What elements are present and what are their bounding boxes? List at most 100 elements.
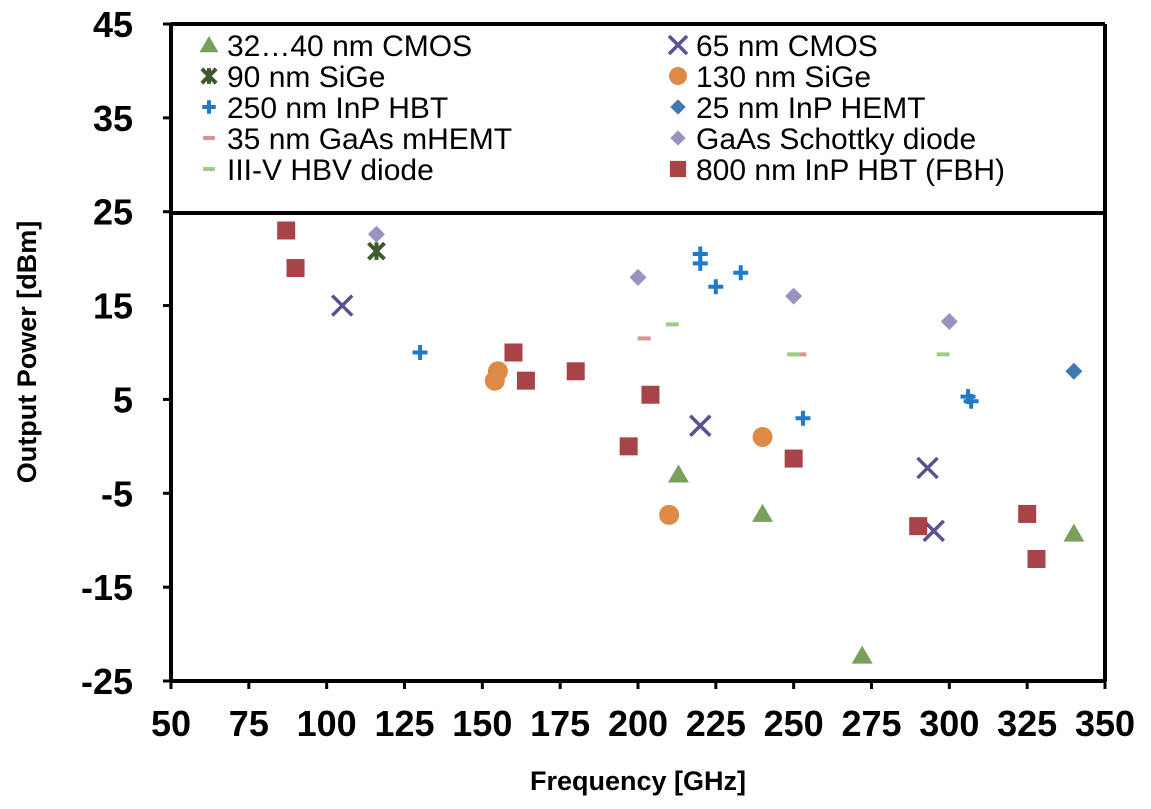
data-point (487, 361, 508, 382)
series-square (277, 221, 1046, 568)
data-point (795, 410, 811, 426)
data-point (784, 449, 803, 468)
data-point (940, 313, 958, 331)
data-point (689, 414, 712, 437)
y-tick-label: 5 (113, 379, 133, 420)
data-point (708, 279, 724, 295)
data-point (936, 352, 950, 357)
data-point (1018, 504, 1037, 523)
series-diamond (367, 225, 958, 331)
legend-label: III-V HBV diode (227, 154, 434, 187)
legend-entry: 25 nm InP HEMT (670, 92, 926, 125)
y-axis-title: Output Power [dBm] (12, 221, 42, 483)
x-tick-label: 150 (452, 703, 512, 744)
legend-marker (670, 130, 686, 146)
data-markers (277, 221, 1085, 664)
legend-entry: 800 nm InP HBT (FBH) (669, 154, 1005, 187)
x-axis-title: Frequency [GHz] (530, 766, 746, 796)
data-point (1027, 549, 1046, 568)
legend-label: 90 nm SiGe (227, 61, 385, 94)
legend-entry: 35 nm GaAs mHEMT (203, 123, 512, 156)
data-point (330, 294, 354, 317)
legend-label: 800 nm InP HBT (FBH) (696, 154, 1005, 187)
legend-label: 250 nm InP HBT (227, 92, 448, 125)
legend-marker (200, 67, 218, 85)
x-tick-label: 50 (151, 703, 191, 744)
y-tick-label: 45 (93, 4, 133, 45)
data-point (692, 255, 708, 271)
legend-label: 130 nm SiGe (696, 61, 871, 94)
legend-entry: 250 nm InP HBT (202, 92, 448, 125)
data-point (516, 371, 535, 390)
y-tick-label: -15 (81, 567, 133, 608)
y-tick-label: 15 (93, 286, 133, 327)
data-point (659, 504, 680, 525)
data-point (566, 362, 585, 381)
series-diamond (1065, 362, 1083, 380)
legend-marker (670, 99, 686, 115)
legend-marker (199, 36, 219, 53)
series-dash (665, 322, 950, 357)
legend-entry: 65 nm CMOS (667, 30, 878, 63)
legend-label: 65 nm CMOS (696, 30, 878, 63)
legend-marker (203, 136, 215, 140)
series-plus (412, 246, 979, 426)
data-point (733, 265, 749, 281)
data-point (1065, 362, 1083, 380)
data-point (412, 345, 428, 360)
legend-label: GaAs Schottky diode (696, 123, 976, 156)
legend-entry: GaAs Schottky diode (670, 123, 976, 156)
y-tick-label: 25 (93, 192, 133, 233)
x-tick-label: 125 (374, 703, 434, 744)
legend-label: 32…40 nm CMOS (227, 30, 472, 63)
series-circle (484, 361, 773, 525)
legend-marker (669, 67, 687, 85)
data-point (1063, 523, 1085, 542)
series-x (330, 294, 946, 543)
data-point (286, 259, 305, 278)
x-tick-label: 250 (764, 703, 824, 744)
x-tick-label: 325 (997, 703, 1057, 744)
legend-marker (667, 34, 689, 56)
data-point (963, 393, 979, 409)
legend-label: 35 nm GaAs mHEMT (227, 123, 512, 156)
legend-entry: 130 nm SiGe (669, 61, 871, 94)
legend: 32…40 nm CMOS 65 nm CMOS 90 nm SiGe 130 nm … (199, 30, 1005, 187)
data-point (752, 503, 774, 522)
data-point (367, 241, 386, 261)
series-star (367, 241, 386, 261)
data-point (641, 385, 660, 404)
x-tick-label: 200 (608, 703, 668, 744)
data-point (667, 464, 689, 483)
legend-marker (202, 100, 216, 114)
legend-entry: 90 nm SiGe (200, 61, 385, 94)
ticks: 50 75 100 125 150 175 200 225 250 275 300 325 350 45 3… (81, 4, 1135, 744)
y-tick-label: -25 (81, 661, 133, 702)
data-point (367, 225, 385, 243)
x-tick-label: 100 (297, 703, 357, 744)
x-tick-label: 175 (530, 703, 590, 744)
series-triangle (667, 464, 1085, 664)
data-point (665, 322, 679, 327)
x-tick-label: 350 (1075, 703, 1135, 744)
x-tick-label: 300 (919, 703, 979, 744)
data-point (785, 287, 803, 305)
data-point (851, 645, 873, 664)
data-point (277, 221, 296, 240)
data-point (629, 268, 647, 286)
data-point (909, 517, 928, 536)
series-dash (637, 336, 807, 357)
legend-entry: 32…40 nm CMOS (199, 30, 472, 63)
data-point (787, 352, 801, 357)
data-point (504, 343, 523, 362)
data-point (619, 437, 638, 456)
legend-marker (203, 167, 215, 171)
x-tick-label: 225 (686, 703, 746, 744)
legend-label: 25 nm InP HEMT (696, 92, 926, 125)
data-point (637, 336, 651, 341)
x-tick-label: 75 (229, 703, 269, 744)
legend-marker (669, 160, 687, 178)
legend-entry: III-V HBV diode (203, 154, 434, 187)
data-point (916, 456, 939, 480)
